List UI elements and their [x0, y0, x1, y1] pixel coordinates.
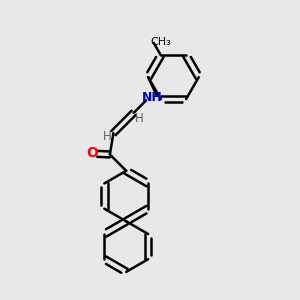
Text: H: H — [103, 130, 111, 142]
Text: O: O — [86, 146, 98, 160]
Text: NH: NH — [142, 91, 163, 104]
Text: CH₃: CH₃ — [150, 37, 171, 47]
Text: H: H — [135, 112, 144, 125]
